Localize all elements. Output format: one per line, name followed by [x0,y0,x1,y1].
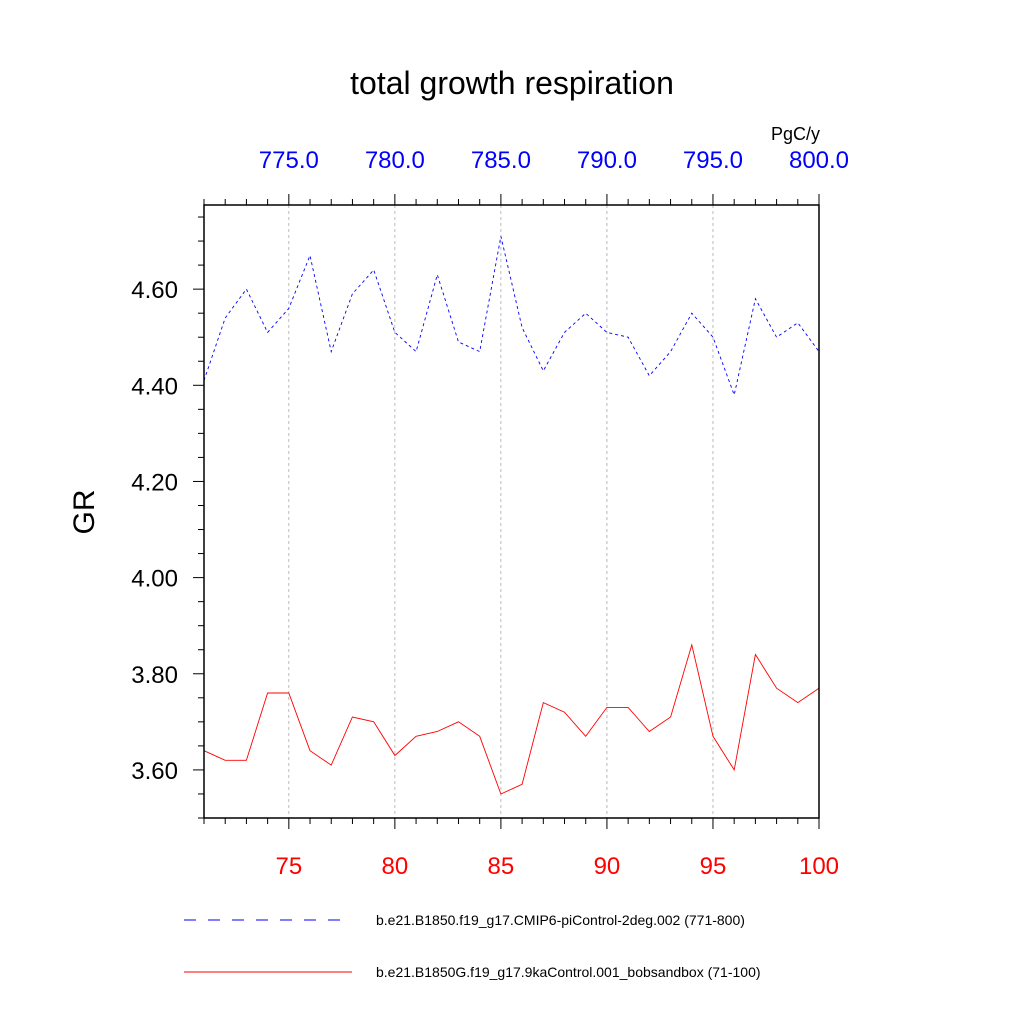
top-tick-label: 775.0 [259,147,319,174]
legend-label-red: b.e21.B1850G.f19_g17.9kaControl.001_bobs… [376,964,761,980]
bottom-tick-label: 75 [275,853,302,880]
top-tick-label: 795.0 [683,147,743,174]
tick-labels: 3.60 3.80 4.00 4.20 4.40 4.60 75 80 85 90 95 100 775… [131,147,849,880]
y-tick-label: 3.60 [131,758,178,785]
y-tick-label: 4.00 [131,566,178,593]
y-tick-label: 3.80 [131,662,178,689]
legend: b.e21.B1850.f19_g17.CMIP6-piControl-2deg… [184,912,761,980]
bottom-tick-label: 100 [799,853,839,880]
bottom-tick-label: 90 [594,853,621,880]
top-tick-label: 790.0 [577,147,637,174]
series-line-blue [203,236,820,397]
chart-title: total growth respiration [350,65,674,101]
series-line-red [203,643,820,795]
bottom-tick-label: 85 [488,853,515,880]
top-tick-label: 780.0 [365,147,425,174]
y-tick-label: 4.40 [131,373,178,400]
y-tick-label: 4.20 [131,469,178,496]
y-axis-label: GR [68,490,101,535]
legend-label-blue: b.e21.B1850.f19_g17.CMIP6-piControl-2deg… [376,912,745,928]
series-layer [203,236,820,795]
top-tick-label: 800.0 [789,147,849,174]
y-tick-label: 4.60 [131,277,178,304]
axis-ticks [193,194,820,829]
grid-lines [288,205,820,818]
plot-frame [203,204,820,819]
bottom-tick-label: 95 [700,853,727,880]
units-label: PgC/y [771,124,820,144]
bottom-tick-label: 80 [382,853,409,880]
top-tick-label: 785.0 [471,147,531,174]
